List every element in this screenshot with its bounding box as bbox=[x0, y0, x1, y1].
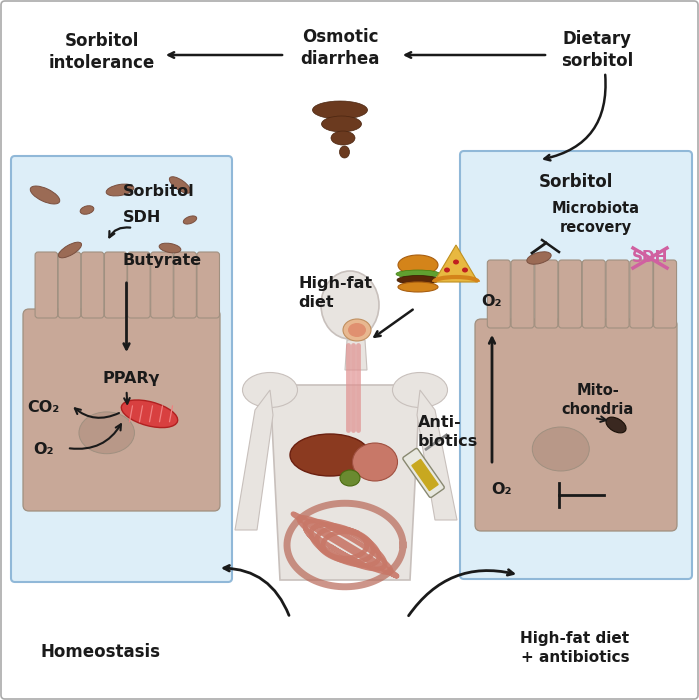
Ellipse shape bbox=[340, 470, 360, 486]
FancyBboxPatch shape bbox=[582, 260, 605, 328]
Ellipse shape bbox=[80, 206, 94, 214]
FancyBboxPatch shape bbox=[151, 252, 173, 318]
Text: SDH: SDH bbox=[123, 211, 161, 225]
Text: Osmotic
diarrhea: Osmotic diarrhea bbox=[301, 28, 380, 68]
Ellipse shape bbox=[348, 323, 366, 337]
FancyBboxPatch shape bbox=[81, 252, 104, 318]
Ellipse shape bbox=[159, 243, 181, 253]
Ellipse shape bbox=[453, 260, 459, 265]
Text: O₂: O₂ bbox=[492, 482, 512, 498]
Ellipse shape bbox=[243, 372, 298, 407]
Ellipse shape bbox=[533, 427, 589, 471]
FancyBboxPatch shape bbox=[174, 252, 196, 318]
Ellipse shape bbox=[444, 267, 450, 272]
Ellipse shape bbox=[321, 271, 379, 339]
FancyBboxPatch shape bbox=[606, 260, 629, 328]
Text: Homeostasis: Homeostasis bbox=[40, 643, 160, 661]
Ellipse shape bbox=[343, 319, 371, 341]
Text: Sorbitol
intolerance: Sorbitol intolerance bbox=[49, 32, 155, 72]
FancyBboxPatch shape bbox=[535, 260, 558, 328]
Text: O₂: O₂ bbox=[33, 442, 53, 458]
FancyBboxPatch shape bbox=[128, 252, 150, 318]
Ellipse shape bbox=[106, 184, 134, 196]
Ellipse shape bbox=[606, 417, 626, 433]
Text: Mito-
chondria: Mito- chondria bbox=[562, 383, 634, 416]
FancyBboxPatch shape bbox=[197, 252, 219, 318]
Ellipse shape bbox=[322, 116, 361, 132]
Ellipse shape bbox=[312, 101, 368, 119]
FancyBboxPatch shape bbox=[475, 319, 677, 531]
Ellipse shape bbox=[340, 146, 350, 158]
Polygon shape bbox=[345, 340, 367, 370]
Ellipse shape bbox=[183, 216, 196, 224]
FancyBboxPatch shape bbox=[11, 156, 232, 582]
Text: Dietary
sorbitol: Dietary sorbitol bbox=[561, 30, 633, 70]
FancyBboxPatch shape bbox=[411, 458, 439, 491]
Text: SDH: SDH bbox=[632, 251, 668, 265]
Ellipse shape bbox=[59, 242, 82, 258]
FancyBboxPatch shape bbox=[403, 449, 445, 498]
Polygon shape bbox=[434, 245, 478, 282]
Ellipse shape bbox=[462, 267, 468, 272]
Polygon shape bbox=[235, 390, 273, 530]
Text: PPARγ: PPARγ bbox=[103, 370, 160, 386]
Ellipse shape bbox=[527, 252, 551, 264]
FancyBboxPatch shape bbox=[460, 151, 692, 579]
Text: High-fat diet
+ antibiotics: High-fat diet + antibiotics bbox=[521, 631, 630, 665]
FancyBboxPatch shape bbox=[511, 260, 534, 328]
FancyBboxPatch shape bbox=[58, 252, 81, 318]
FancyBboxPatch shape bbox=[559, 260, 582, 328]
FancyBboxPatch shape bbox=[23, 309, 220, 511]
Ellipse shape bbox=[398, 255, 438, 275]
Text: Butyrate: Butyrate bbox=[123, 253, 202, 269]
FancyBboxPatch shape bbox=[487, 260, 510, 328]
Polygon shape bbox=[417, 390, 457, 520]
Ellipse shape bbox=[169, 176, 191, 193]
Ellipse shape bbox=[331, 131, 355, 145]
FancyBboxPatch shape bbox=[654, 260, 677, 328]
Ellipse shape bbox=[396, 270, 440, 278]
FancyBboxPatch shape bbox=[630, 260, 653, 328]
Ellipse shape bbox=[398, 282, 438, 292]
Text: Sorbitol: Sorbitol bbox=[123, 185, 195, 200]
Text: Microbiota
recovery: Microbiota recovery bbox=[552, 201, 640, 234]
FancyBboxPatch shape bbox=[104, 252, 127, 318]
Ellipse shape bbox=[30, 186, 59, 204]
Text: Anti-
biotics: Anti- biotics bbox=[418, 415, 478, 449]
Ellipse shape bbox=[393, 372, 447, 407]
Ellipse shape bbox=[79, 412, 134, 454]
Polygon shape bbox=[270, 385, 420, 580]
Ellipse shape bbox=[352, 443, 398, 481]
Text: CO₂: CO₂ bbox=[27, 400, 59, 416]
Ellipse shape bbox=[397, 276, 439, 284]
Ellipse shape bbox=[122, 400, 178, 428]
Text: High-fat
diet: High-fat diet bbox=[298, 276, 372, 310]
Ellipse shape bbox=[290, 434, 370, 476]
Text: Sorbitol: Sorbitol bbox=[539, 173, 613, 191]
FancyBboxPatch shape bbox=[35, 252, 57, 318]
Text: O₂: O₂ bbox=[482, 295, 503, 309]
